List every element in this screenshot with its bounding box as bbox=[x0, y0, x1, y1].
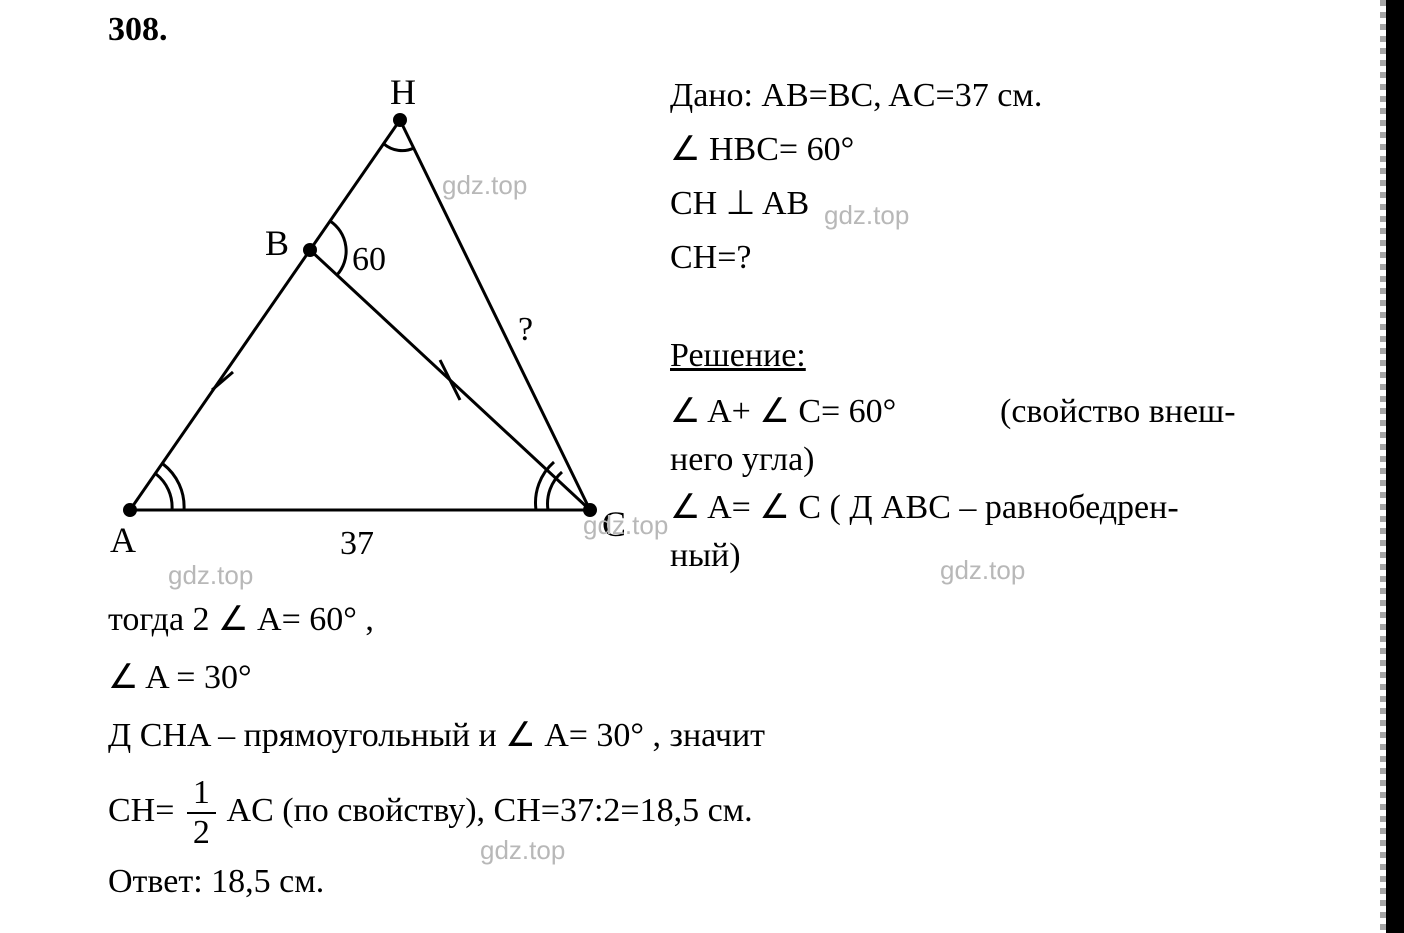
given-line1: Дано: AB=BC, AC=37 см. bbox=[670, 76, 1042, 117]
watermark: gdz.top bbox=[824, 200, 909, 231]
solution-line8-prefix: CH= bbox=[108, 792, 183, 829]
point-H bbox=[393, 113, 407, 127]
answer: Ответ: 18,5 см. bbox=[108, 862, 324, 903]
solution-heading: Решение: bbox=[670, 336, 806, 377]
solution-line1b: (свойство внеш- bbox=[1000, 392, 1236, 433]
label-question: ? bbox=[518, 311, 533, 348]
solution-line6: ∠ A = 30° bbox=[108, 658, 252, 699]
fraction-num: 1 bbox=[187, 776, 216, 814]
solution-line8-suffix: AC (по свойству), CH=37:2=18,5 см. bbox=[227, 792, 753, 829]
solution-line8: CH= 1 2 AC (по свойству), CH=37:2=18,5 с… bbox=[108, 776, 753, 850]
label-H: H bbox=[390, 72, 416, 112]
angle-C-arcs bbox=[536, 462, 562, 510]
solution-line5: тогда 2 ∠ A= 60° , bbox=[108, 600, 374, 641]
label-37: 37 bbox=[340, 525, 374, 562]
solution-line1a: ∠ A+ ∠ C= 60° bbox=[670, 392, 896, 433]
page-right-edge bbox=[1386, 0, 1404, 933]
angle-H-arc bbox=[384, 144, 414, 151]
label-B: B bbox=[265, 223, 289, 263]
segment-AH bbox=[130, 120, 400, 510]
angle-HBC-arc bbox=[330, 221, 346, 275]
angle-A-arcs bbox=[156, 464, 184, 510]
label-A: A bbox=[110, 520, 136, 560]
fraction-den: 2 bbox=[187, 814, 216, 850]
problem-number: 308. bbox=[108, 10, 168, 51]
watermark: gdz.top bbox=[940, 555, 1025, 586]
given-line4: CH=? bbox=[670, 238, 752, 279]
label-C: C bbox=[602, 504, 626, 544]
given-line2: ∠ HBC= 60° bbox=[670, 130, 854, 171]
point-C bbox=[583, 503, 597, 517]
label-60: 60 bbox=[352, 241, 386, 278]
tick-BC bbox=[440, 360, 460, 400]
triangle-diagram: A B C H 60 ? 37 bbox=[100, 60, 700, 580]
solution-line4: ный) bbox=[670, 536, 741, 577]
solution-line2: него угла) bbox=[670, 440, 814, 481]
given-line3: CH ⊥ AB bbox=[670, 184, 809, 225]
segment-HC bbox=[400, 120, 590, 510]
page-root: 308. bbox=[0, 0, 1404, 933]
point-A bbox=[123, 503, 137, 517]
fraction-one-half: 1 2 bbox=[187, 776, 216, 850]
solution-line3a: ∠ A= ∠ C ( Д ABC – равнобедрен- bbox=[670, 488, 1179, 529]
solution-line7: Д CHA – прямоугольный и ∠ A= 30° , значи… bbox=[108, 716, 765, 757]
point-B bbox=[303, 243, 317, 257]
